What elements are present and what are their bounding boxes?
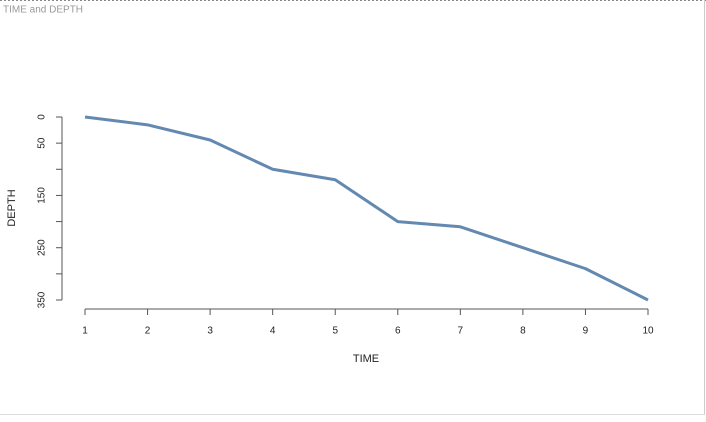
y-tick-label: 0	[37, 114, 48, 120]
x-tick-label: 7	[458, 326, 464, 337]
x-tick-label: 5	[332, 326, 338, 337]
y-axis-label: DEPTH	[6, 189, 18, 226]
y-tick-label: 250	[37, 239, 48, 256]
x-tick-label: 3	[207, 326, 213, 337]
x-tick-label: 4	[270, 326, 276, 337]
data-line	[84, 115, 649, 302]
y-tick-label: 50	[37, 137, 48, 149]
x-tick-label: 1	[82, 326, 88, 337]
x-tick-label: 9	[583, 326, 589, 337]
x-tick-label: 2	[145, 326, 151, 337]
chart-title: TIME and DEPTH	[3, 5, 83, 16]
x-tick-label: 10	[642, 326, 654, 337]
x-tick-label: 6	[395, 326, 401, 337]
y-tick-label: 150	[37, 187, 48, 204]
x-tick-label: 8	[520, 326, 526, 337]
x-axis-label: TIME	[353, 353, 379, 365]
y-tick-label: 350	[37, 291, 48, 308]
